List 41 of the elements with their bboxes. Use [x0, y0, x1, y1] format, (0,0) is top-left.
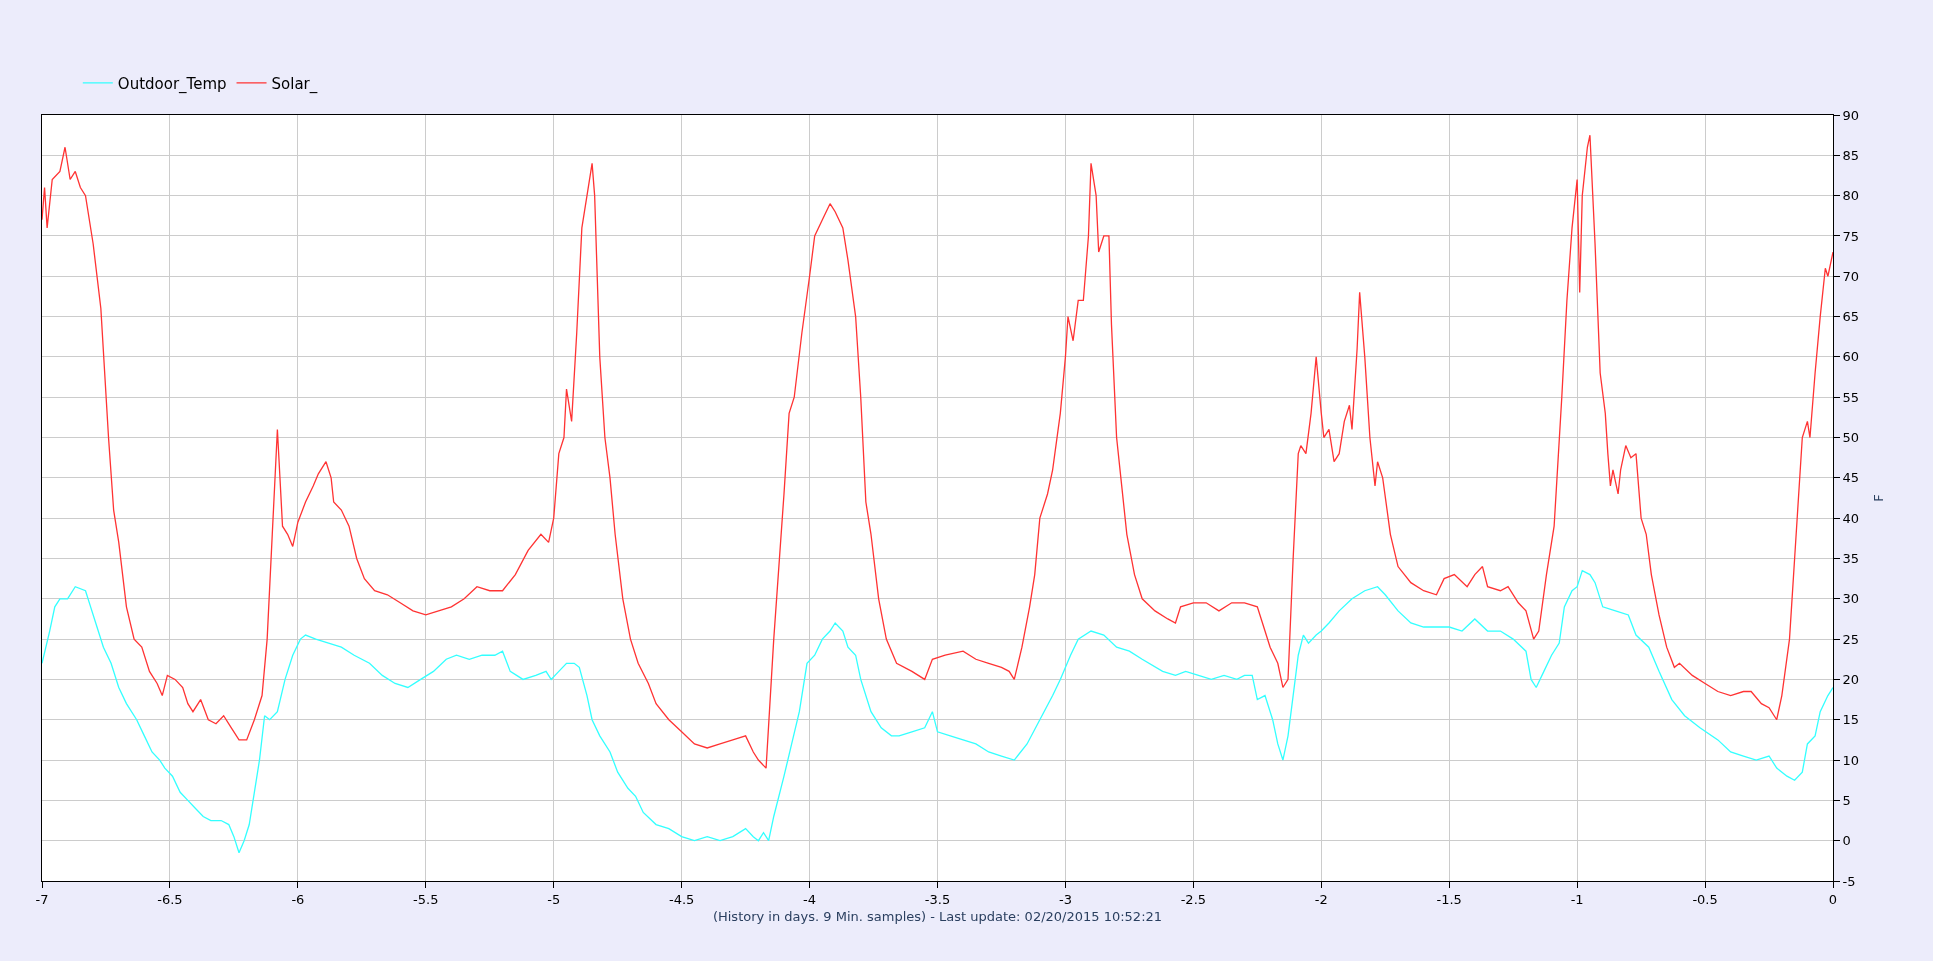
x-tick-label: -5.5: [413, 891, 439, 907]
legend-label: Solar_: [271, 74, 318, 94]
x-tick-label: -1.5: [1436, 891, 1462, 907]
legend-label: Outdoor_Temp: [117, 74, 227, 94]
x-tick-label: -5: [547, 891, 561, 907]
y-tick-label: 30: [1842, 591, 1860, 607]
x-tick-label: -6: [291, 891, 305, 907]
x-tick-label: -3.5: [924, 891, 951, 907]
x-tick-label: -7: [35, 891, 49, 907]
y-tick-label: 35: [1842, 551, 1860, 567]
y-tick-label: 45: [1842, 470, 1860, 486]
x-tick-label: -4.5: [668, 891, 695, 907]
x-tick-label: -4: [803, 891, 817, 907]
y-tick-label: 85: [1842, 147, 1860, 163]
line-series: [42, 569, 1833, 854]
y-tick-label: 80: [1842, 188, 1860, 204]
x-tick-label: -6.5: [157, 891, 183, 907]
y-tick-label: 20: [1842, 671, 1860, 687]
y-tick-label: 25: [1842, 631, 1860, 647]
x-tick-label: -3: [1058, 891, 1072, 907]
x-axis-title: (History in days. 9 Min. samples) - Last update: 02/20/2015 10:52:21: [712, 909, 1163, 925]
y-tick-label: 0: [1842, 833, 1851, 849]
y-tick-label: 15: [1842, 712, 1860, 728]
x-tick-label: -1: [1570, 891, 1584, 907]
y-tick-label: 65: [1842, 309, 1860, 325]
y-axis-title: F: [1870, 494, 1886, 502]
y-tick-label: -5: [1842, 873, 1856, 889]
y-tick-label: 50: [1842, 430, 1860, 446]
y-tick-label: 90: [1842, 107, 1860, 123]
x-tick-label: -0.5: [1692, 891, 1718, 907]
y-tick-label: 40: [1842, 510, 1860, 526]
y-tick-label: 5: [1842, 792, 1851, 808]
x-tick-label: -2: [1314, 891, 1328, 907]
x-tick-label: 0: [1828, 891, 1838, 907]
x-tick-label: -2.5: [1180, 891, 1207, 907]
y-tick-label: 60: [1842, 349, 1860, 365]
y-tick-label: 75: [1842, 228, 1860, 244]
y-tick-label: 70: [1842, 268, 1860, 284]
y-tick-label: 10: [1842, 752, 1860, 768]
y-tick-label: 55: [1842, 389, 1860, 405]
line-series: [42, 134, 1833, 769]
